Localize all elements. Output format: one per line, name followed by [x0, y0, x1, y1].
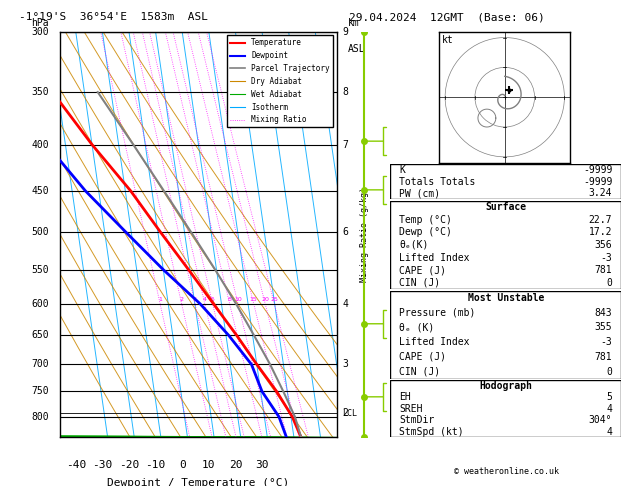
Text: ASL: ASL: [348, 44, 365, 54]
Text: km: km: [348, 17, 359, 28]
Text: 6: 6: [342, 227, 348, 237]
Text: 600: 600: [31, 299, 48, 309]
Text: CIN (J): CIN (J): [399, 278, 440, 288]
Text: 1: 1: [158, 297, 162, 302]
Text: Lifted Index: Lifted Index: [399, 253, 470, 262]
Text: 3: 3: [193, 297, 197, 302]
Text: -10: -10: [145, 460, 165, 470]
Text: 2: 2: [342, 408, 348, 418]
Text: SREH: SREH: [399, 404, 423, 414]
Text: Temp (°C): Temp (°C): [399, 215, 452, 225]
Text: 20: 20: [228, 460, 242, 470]
Text: 0: 0: [606, 278, 612, 288]
Text: 17.2: 17.2: [589, 227, 612, 237]
Text: 2: 2: [180, 297, 184, 302]
Text: CAPE (J): CAPE (J): [399, 265, 446, 275]
Text: 4: 4: [203, 297, 207, 302]
Text: 3.24: 3.24: [589, 189, 612, 198]
Text: 20: 20: [261, 297, 269, 302]
Text: -30: -30: [92, 460, 113, 470]
Text: CAPE (J): CAPE (J): [399, 352, 446, 362]
Text: Lifted Index: Lifted Index: [399, 337, 470, 347]
Text: -40: -40: [65, 460, 86, 470]
Text: 781: 781: [594, 352, 612, 362]
Text: hPa: hPa: [31, 17, 48, 28]
Text: Mixing Ratio (g/kg): Mixing Ratio (g/kg): [360, 187, 369, 282]
Text: 3: 3: [342, 359, 348, 369]
Text: 700: 700: [31, 359, 48, 369]
Text: 450: 450: [31, 186, 48, 196]
Text: Dewp (°C): Dewp (°C): [399, 227, 452, 237]
Text: -9999: -9999: [583, 165, 612, 175]
Text: 650: 650: [31, 330, 48, 340]
Text: θₑ(K): θₑ(K): [399, 240, 428, 250]
Text: 4: 4: [342, 299, 348, 309]
Text: StmDir: StmDir: [399, 415, 435, 425]
Text: 10: 10: [202, 460, 216, 470]
Text: θₑ (K): θₑ (K): [399, 323, 435, 332]
Text: 500: 500: [31, 227, 48, 237]
Text: 304°: 304°: [589, 415, 612, 425]
Text: Hodograph: Hodograph: [479, 381, 532, 391]
Text: 781: 781: [594, 265, 612, 275]
Text: K: K: [399, 165, 405, 175]
Text: Most Unstable: Most Unstable: [467, 293, 544, 303]
Text: -3: -3: [601, 337, 612, 347]
Text: 4: 4: [606, 427, 612, 436]
Text: 29.04.2024  12GMT  (Base: 06): 29.04.2024 12GMT (Base: 06): [349, 12, 545, 22]
Text: 8: 8: [228, 297, 231, 302]
Text: 5: 5: [606, 392, 612, 402]
Text: 15: 15: [250, 297, 258, 302]
Text: 800: 800: [31, 412, 48, 422]
Text: LCL: LCL: [342, 409, 357, 418]
Text: -9999: -9999: [583, 177, 612, 187]
Text: 0: 0: [606, 367, 612, 377]
Text: 5: 5: [211, 297, 214, 302]
Text: -3: -3: [601, 253, 612, 262]
Text: 4: 4: [606, 404, 612, 414]
Text: 0: 0: [179, 460, 186, 470]
Text: -20: -20: [119, 460, 139, 470]
Text: 750: 750: [31, 386, 48, 397]
Text: 843: 843: [594, 308, 612, 318]
Text: EH: EH: [399, 392, 411, 402]
Text: 400: 400: [31, 139, 48, 150]
Text: 9: 9: [342, 27, 348, 36]
Text: -1°19'S  36°54'E  1583m  ASL: -1°19'S 36°54'E 1583m ASL: [19, 12, 208, 22]
Text: 30: 30: [255, 460, 269, 470]
Text: kt: kt: [442, 35, 454, 45]
Legend: Temperature, Dewpoint, Parcel Trajectory, Dry Adiabat, Wet Adiabat, Isotherm, Mi: Temperature, Dewpoint, Parcel Trajectory…: [226, 35, 333, 127]
Text: Pressure (mb): Pressure (mb): [399, 308, 476, 318]
Text: 550: 550: [31, 265, 48, 275]
Text: 10: 10: [234, 297, 242, 302]
Text: CIN (J): CIN (J): [399, 367, 440, 377]
Text: PW (cm): PW (cm): [399, 189, 440, 198]
Text: © weatheronline.co.uk: © weatheronline.co.uk: [454, 467, 559, 476]
Text: 8: 8: [342, 87, 348, 97]
Text: 7: 7: [342, 139, 348, 150]
Text: 356: 356: [594, 240, 612, 250]
Text: 355: 355: [594, 323, 612, 332]
Text: StmSpd (kt): StmSpd (kt): [399, 427, 464, 436]
Text: Totals Totals: Totals Totals: [399, 177, 476, 187]
Text: Surface: Surface: [485, 202, 526, 212]
Text: 350: 350: [31, 87, 48, 97]
Text: Dewpoint / Temperature (°C): Dewpoint / Temperature (°C): [107, 478, 289, 486]
Text: 22.7: 22.7: [589, 215, 612, 225]
Text: 300: 300: [31, 27, 48, 36]
Text: 25: 25: [270, 297, 278, 302]
